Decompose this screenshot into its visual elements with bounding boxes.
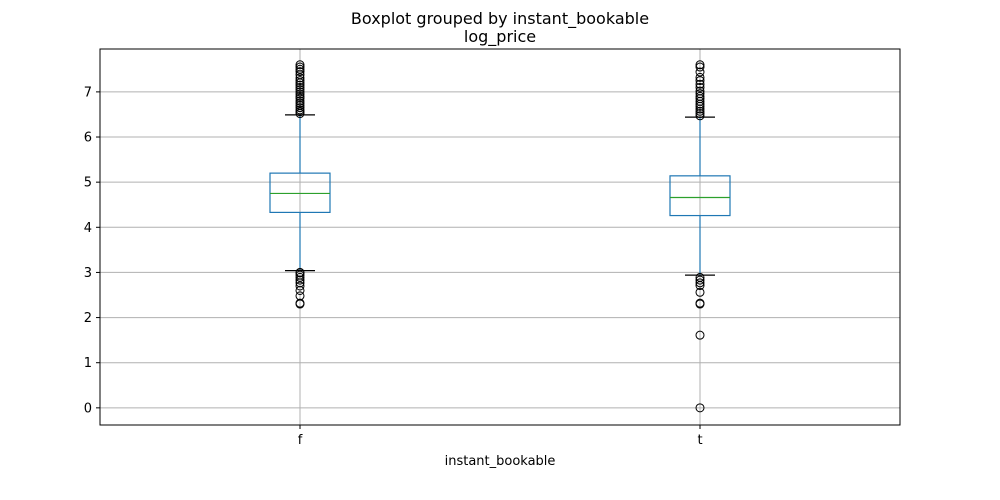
chart-title: log_price xyxy=(464,27,536,47)
box-group xyxy=(269,60,731,413)
outlier-point xyxy=(295,64,305,74)
outlier-point xyxy=(695,60,705,70)
outlier-point xyxy=(295,82,305,92)
outlier-point xyxy=(695,298,705,308)
outlier-point xyxy=(695,72,705,82)
outlier-point xyxy=(695,67,705,77)
iqr-box xyxy=(269,172,331,213)
outlier-point xyxy=(695,109,705,119)
y-axis: 0 1 2 3 4 5 6 7 xyxy=(84,85,100,416)
outlier-point xyxy=(695,275,705,285)
plot-frame xyxy=(99,48,901,426)
outlier-point xyxy=(695,86,705,96)
outlier-point xyxy=(295,270,305,280)
outlier-point xyxy=(695,76,705,86)
outlier-point xyxy=(295,98,305,108)
y-tick-label: 2 xyxy=(84,311,92,326)
y-tick-label: 5 xyxy=(84,176,92,191)
outlier-point xyxy=(295,267,305,277)
iqr-box xyxy=(669,175,731,217)
outlier-point xyxy=(295,91,305,101)
outlier-point xyxy=(695,287,705,297)
outlier-point xyxy=(695,82,705,92)
y-tick-label: 1 xyxy=(84,356,92,371)
outlier-point xyxy=(695,403,705,413)
x-tick-label: t xyxy=(697,433,702,448)
outlier-point xyxy=(695,330,705,340)
outlier-point xyxy=(695,89,705,99)
box-t xyxy=(669,60,731,413)
outlier-point xyxy=(295,73,305,83)
grid-lines xyxy=(100,49,900,425)
outlier-point xyxy=(295,103,305,113)
outlier-point xyxy=(695,62,705,72)
y-tick-label: 7 xyxy=(84,85,92,100)
outlier-point xyxy=(295,96,305,106)
outlier-point xyxy=(695,79,705,89)
outlier-point xyxy=(695,91,705,101)
outlier-point xyxy=(295,60,305,70)
chart-suptitle: Boxplot grouped by instant_bookable xyxy=(351,9,649,29)
outlier-point xyxy=(295,85,305,95)
y-tick-label: 3 xyxy=(84,266,92,281)
outlier-point xyxy=(295,291,305,301)
outlier-point xyxy=(295,87,305,97)
outlier-point xyxy=(295,105,305,115)
outlier-point xyxy=(295,89,305,99)
outlier-point xyxy=(295,67,305,77)
outlier-point xyxy=(295,76,305,86)
outlier-point xyxy=(295,298,305,308)
y-tick-label: 0 xyxy=(84,401,92,416)
outlier-point xyxy=(695,106,705,116)
x-axis-label: instant_bookable xyxy=(445,454,556,469)
outlier-point xyxy=(295,281,305,291)
outlier-point xyxy=(695,111,705,121)
outlier-point xyxy=(295,62,305,72)
outlier-point xyxy=(295,100,305,110)
x-tick-label: f xyxy=(298,433,303,448)
outlier-point xyxy=(695,278,705,288)
outlier-point xyxy=(695,272,705,282)
box-f xyxy=(269,60,331,309)
y-tick-label: 6 xyxy=(84,131,92,146)
y-tick-label: 4 xyxy=(84,221,92,236)
outlier-point xyxy=(295,272,305,282)
outlier-point xyxy=(295,80,305,90)
